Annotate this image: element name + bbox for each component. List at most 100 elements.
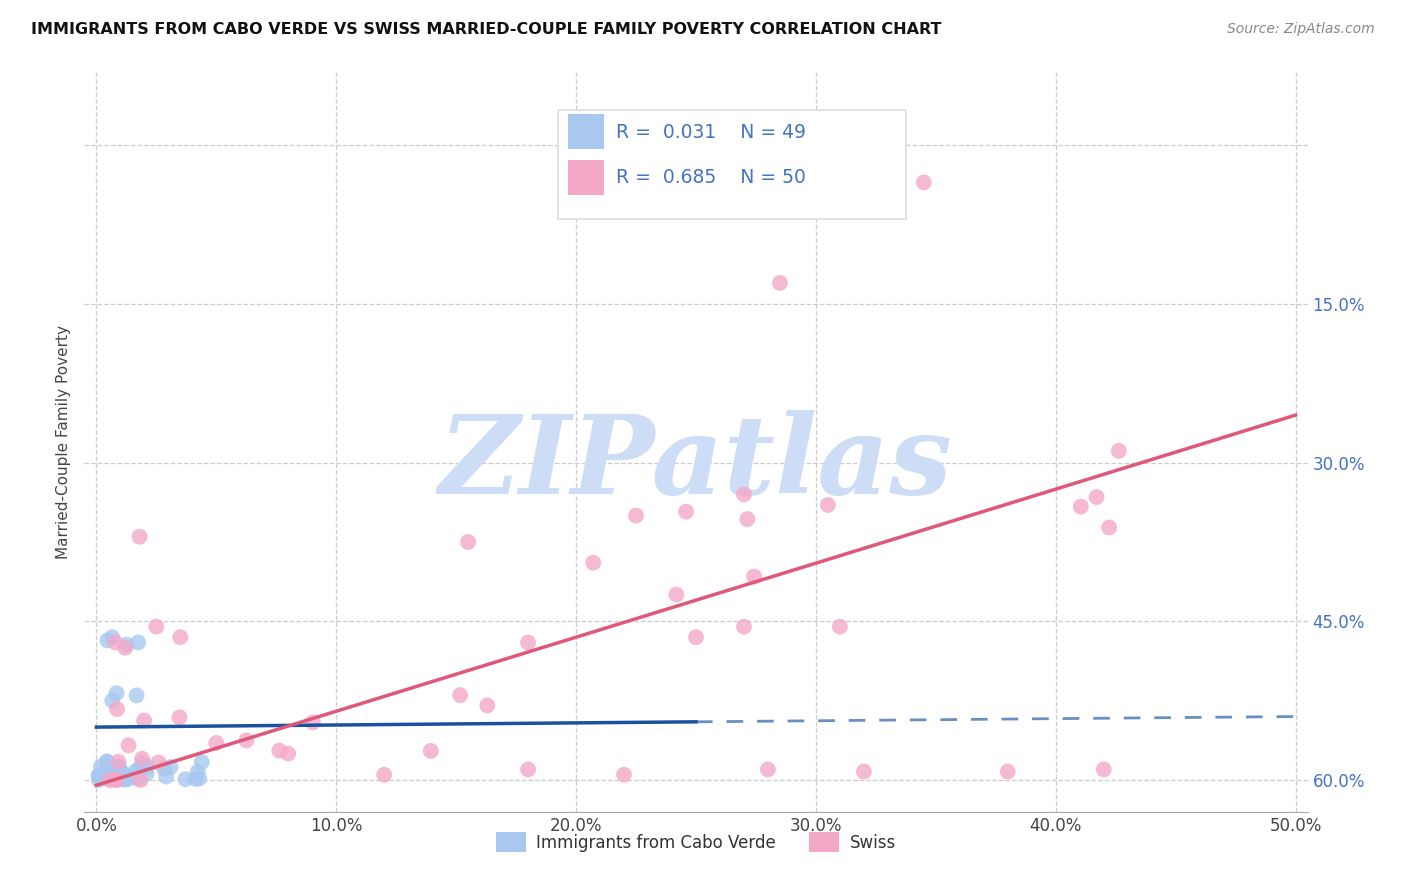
Point <box>91 769 114 783</box>
Point <box>153 762 176 776</box>
Point <box>737 512 759 526</box>
Point <box>129 772 152 787</box>
Point <box>269 744 291 758</box>
Point <box>97 771 120 785</box>
Point <box>97 759 120 773</box>
Point <box>105 686 128 700</box>
Point <box>1098 520 1121 534</box>
Point <box>1108 443 1130 458</box>
Point <box>104 761 127 775</box>
Point <box>187 764 209 779</box>
Point <box>742 569 765 583</box>
Point <box>135 767 157 781</box>
Point <box>93 771 115 785</box>
Point <box>517 635 540 649</box>
Point <box>97 763 120 777</box>
Point <box>582 556 605 570</box>
Text: ZIPatlas: ZIPatlas <box>439 410 953 517</box>
Point <box>128 530 150 544</box>
Legend: Immigrants from Cabo Verde, Swiss: Immigrants from Cabo Verde, Swiss <box>489 825 903 859</box>
Point <box>449 688 471 702</box>
Text: R =  0.031    N = 49: R = 0.031 N = 49 <box>616 122 807 142</box>
Point <box>169 630 191 644</box>
Y-axis label: Married-Couple Family Poverty: Married-Couple Family Poverty <box>56 325 72 558</box>
Point <box>302 715 325 730</box>
Point <box>174 772 197 786</box>
Point <box>828 620 851 634</box>
Point <box>127 635 149 649</box>
Point <box>190 755 212 769</box>
Point <box>665 588 688 602</box>
Point <box>1070 500 1092 514</box>
Point <box>108 760 131 774</box>
Point <box>91 770 114 784</box>
Point <box>96 633 118 648</box>
Point <box>89 767 111 781</box>
Point <box>103 765 125 780</box>
Point <box>131 756 153 771</box>
Point <box>1092 763 1115 777</box>
Point <box>112 767 135 781</box>
Point <box>104 772 127 787</box>
Point <box>184 772 207 786</box>
Point <box>117 772 139 787</box>
Point <box>117 739 139 753</box>
Point <box>852 764 875 779</box>
Text: IMMIGRANTS FROM CABO VERDE VS SWISS MARRIED-COUPLE FAMILY POVERTY CORRELATION CH: IMMIGRANTS FROM CABO VERDE VS SWISS MARR… <box>31 22 942 37</box>
Point <box>624 508 647 523</box>
Point <box>159 760 181 774</box>
Point <box>105 702 128 716</box>
Point <box>98 772 121 787</box>
Point <box>125 689 148 703</box>
Point <box>105 772 128 787</box>
Point <box>169 710 191 724</box>
Point <box>104 635 127 649</box>
FancyBboxPatch shape <box>568 114 605 149</box>
FancyBboxPatch shape <box>558 110 907 219</box>
Point <box>155 770 177 784</box>
Point <box>769 276 792 290</box>
Point <box>517 763 540 777</box>
Point <box>997 764 1019 779</box>
Point <box>101 630 124 644</box>
Point <box>108 772 131 786</box>
Point <box>90 759 112 773</box>
Text: Source: ZipAtlas.com: Source: ZipAtlas.com <box>1227 22 1375 37</box>
Point <box>136 759 159 773</box>
Point <box>235 733 257 747</box>
Point <box>105 764 128 779</box>
Point <box>419 744 441 758</box>
Point <box>125 764 148 778</box>
Point <box>87 769 110 783</box>
Point <box>115 638 138 652</box>
Point <box>145 620 167 634</box>
Point <box>817 498 839 512</box>
Point <box>148 756 170 770</box>
Point <box>87 772 110 787</box>
Point <box>1085 490 1108 504</box>
Point <box>117 770 139 784</box>
Point <box>373 767 395 781</box>
Point <box>457 535 479 549</box>
Point <box>111 768 134 782</box>
Point <box>733 620 755 634</box>
Point <box>114 772 136 787</box>
Point <box>756 763 779 777</box>
Point <box>100 768 122 782</box>
Point <box>127 772 149 786</box>
Point <box>114 640 136 655</box>
Point <box>685 630 707 644</box>
Point <box>96 755 118 769</box>
Point <box>132 714 155 728</box>
Point <box>613 767 636 781</box>
Point <box>131 752 153 766</box>
Point <box>477 698 499 713</box>
Point <box>101 694 124 708</box>
Point <box>125 764 148 779</box>
FancyBboxPatch shape <box>568 161 605 195</box>
Point <box>205 736 228 750</box>
Point <box>96 755 118 769</box>
Point <box>112 772 135 787</box>
Point <box>733 487 755 501</box>
Point <box>188 772 211 786</box>
